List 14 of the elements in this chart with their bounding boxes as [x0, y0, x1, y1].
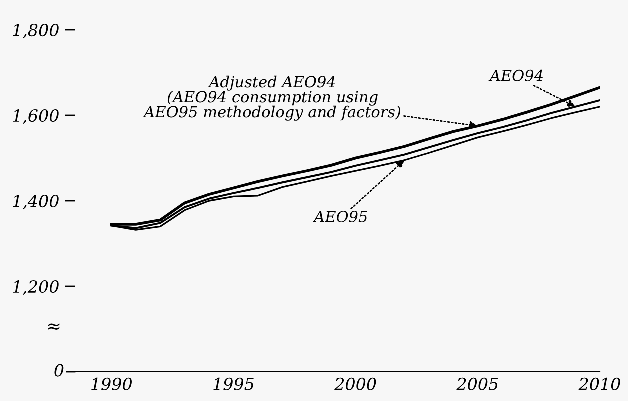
- x-tick-label: 2000: [334, 378, 376, 390]
- y-tick-label: 1,600: [13, 109, 59, 124]
- text: AEO94: [488, 70, 543, 82]
- series-label: Adjusted AEO94 (AEO94 consumption using AEO95 methodology and factors): [142, 76, 401, 121]
- y-tick-label: 1,800: [13, 24, 59, 39]
- x-tick-label: 1990: [92, 378, 132, 390]
- text: 0: [54, 364, 64, 377]
- y-tick-label: 1,200: [13, 280, 59, 296]
- y-tick-label: 1,400: [13, 194, 59, 210]
- x-tick-label: 2005: [456, 378, 498, 390]
- x-tick-label: 1995: [214, 378, 254, 390]
- series-label: AEO95: [312, 210, 368, 223]
- x-tick-label: 2010: [578, 378, 620, 390]
- text: ≈: [48, 324, 60, 330]
